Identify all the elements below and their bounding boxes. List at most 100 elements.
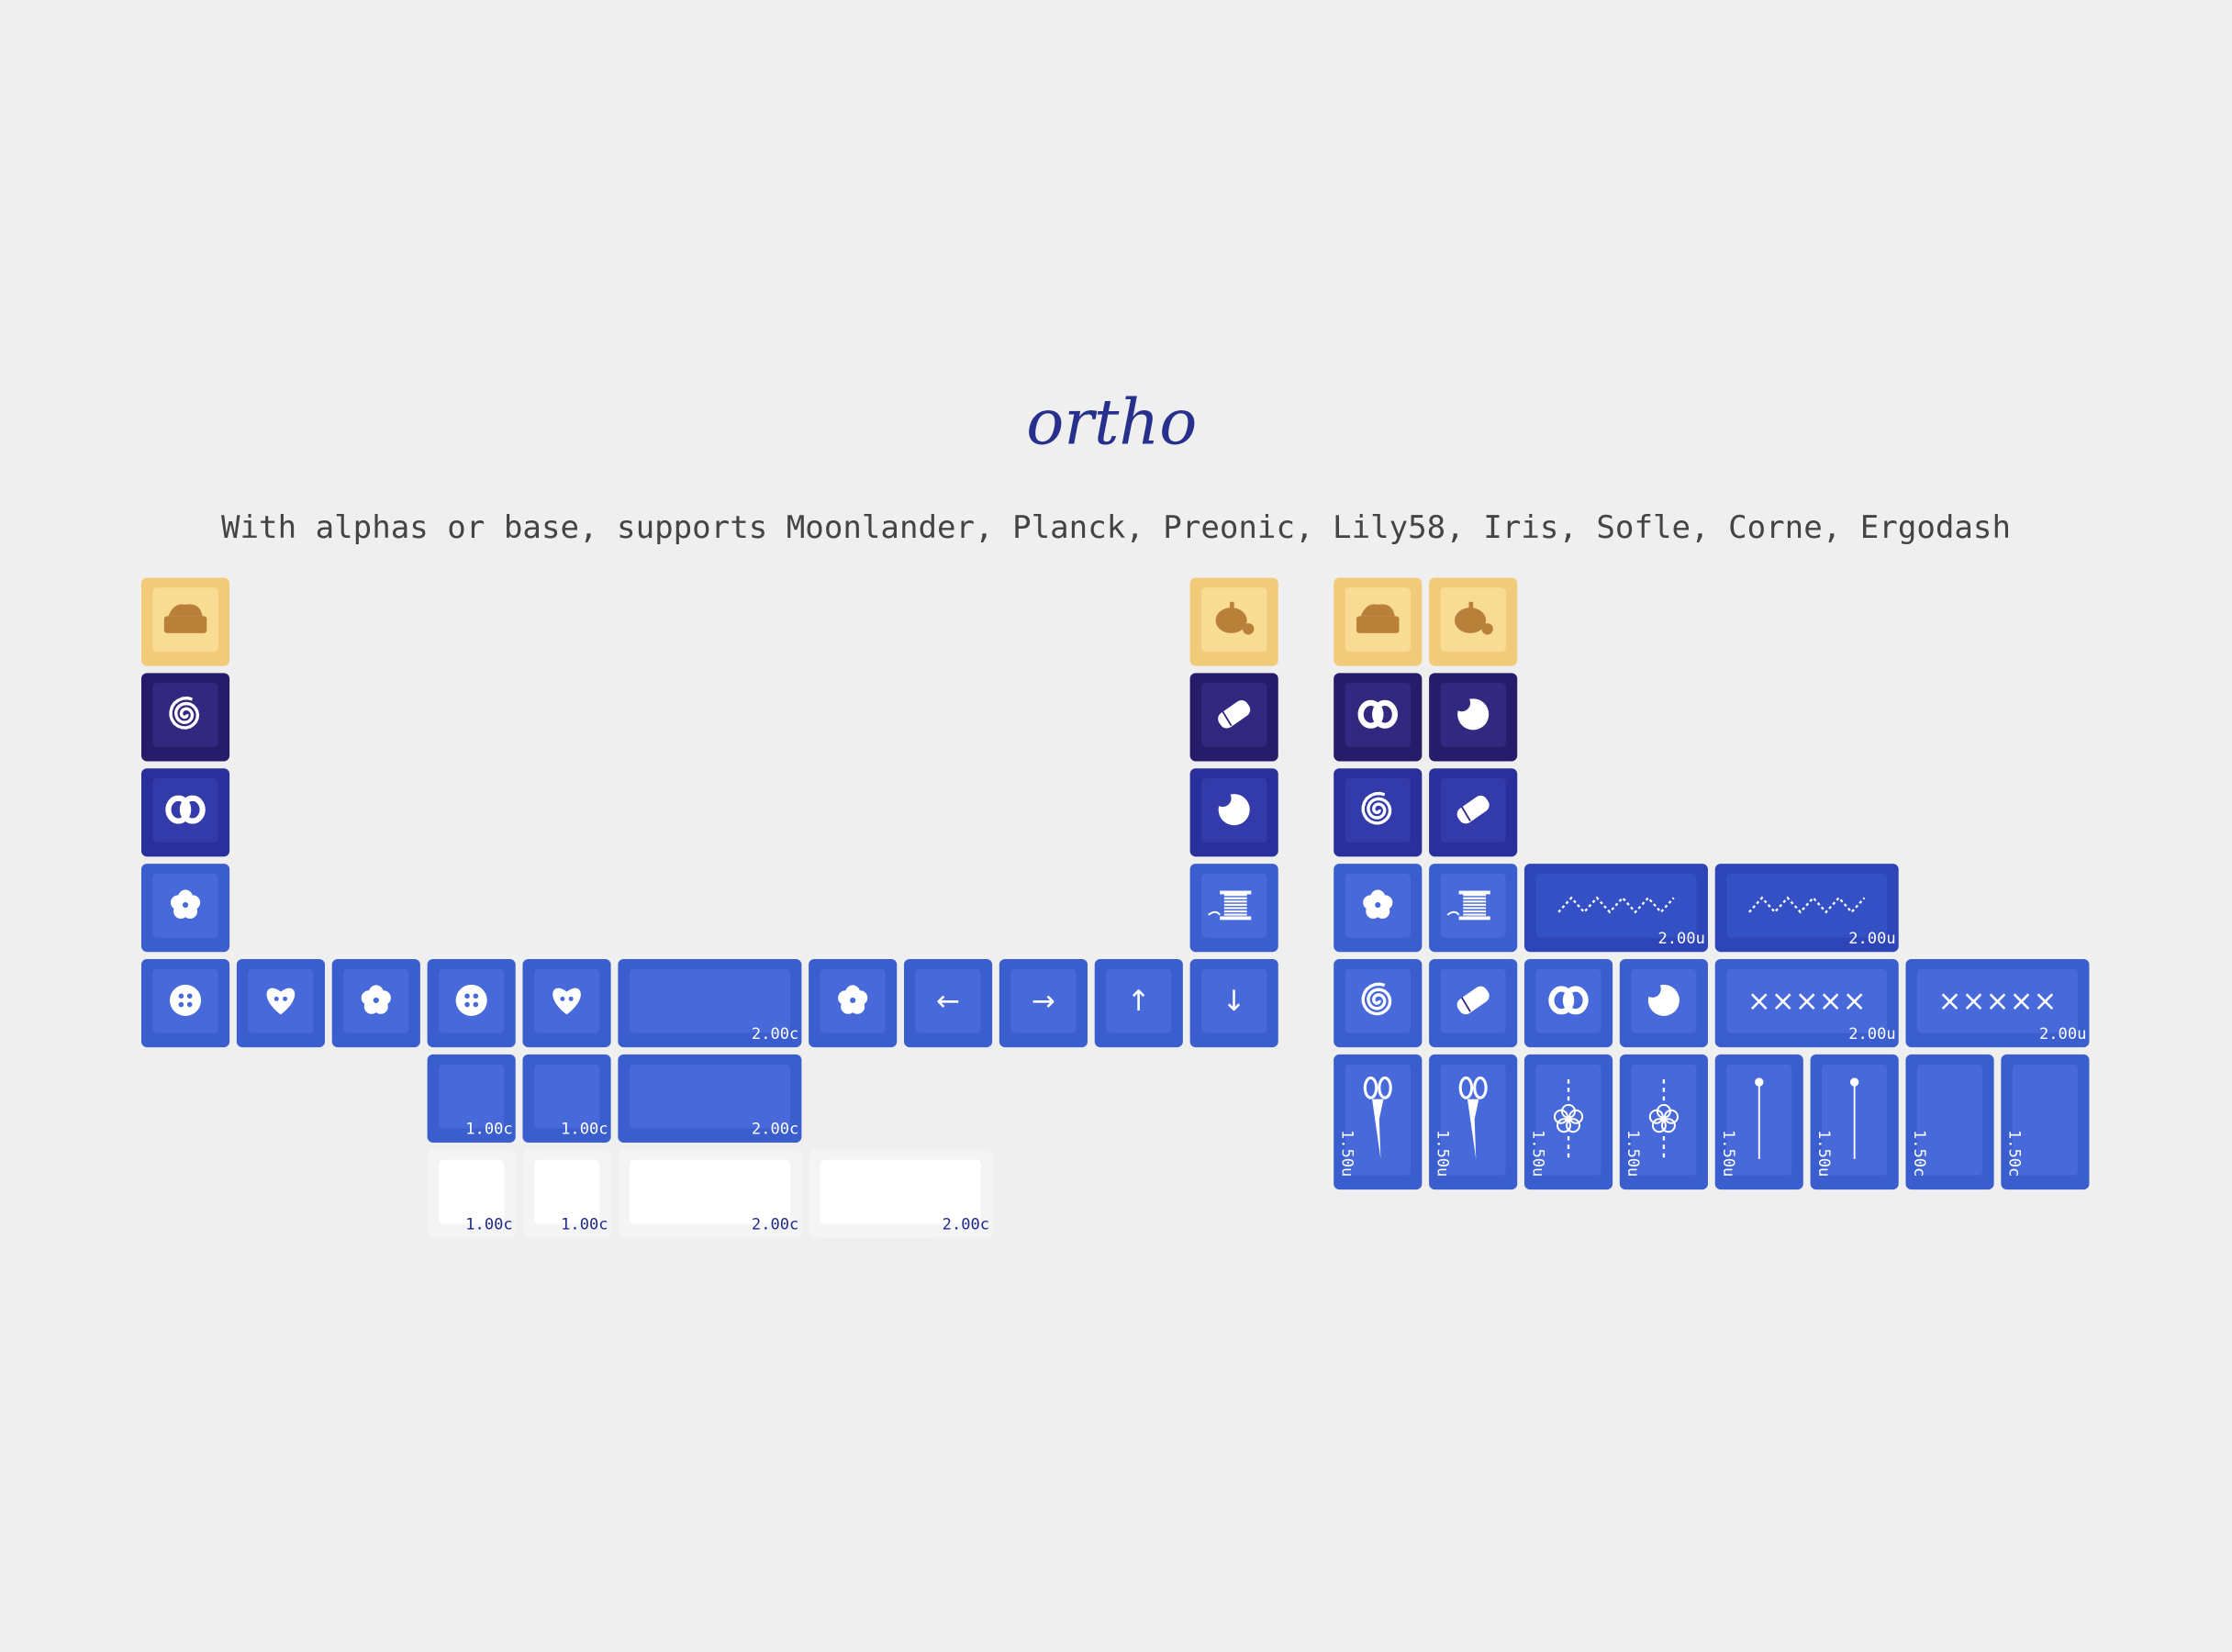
keycap-top [1916,1064,1983,1176]
icon [1361,791,1392,825]
keycap: ↓ [1189,958,1278,1048]
keycap-top [2012,1064,2079,1176]
keycap [1429,958,1518,1048]
keycap: 2.00u [1714,864,1899,953]
keycap: ↑ [1094,958,1183,1048]
size-label: 1.50u [1624,1130,1642,1177]
keycap: ← [903,958,993,1048]
icon [1453,694,1471,712]
key-legend: ↑ [1127,985,1151,1018]
size-label: 1.50u [1338,1130,1356,1177]
key-legend: → [1032,985,1055,1018]
keycap: ××××× 2.00u [1714,958,1899,1048]
icon [1460,806,1471,822]
keycap-top [1726,968,1888,1033]
keycap [1334,577,1423,666]
icon [1361,982,1392,1016]
keycap: 1.50c [2001,1054,2090,1190]
keycap: 1.50c [1905,1054,1994,1190]
keycap [1334,864,1423,953]
keycap [1189,864,1278,953]
keycap: 1.50u [1810,1054,1899,1190]
icon [1213,789,1232,808]
size-label: 1.50u [1814,1130,1833,1177]
icon [1458,916,1490,921]
icon [1375,901,1381,909]
icon [1548,986,1575,1015]
icon [1378,1076,1392,1099]
icon [1755,1077,1764,1087]
icon [1230,601,1234,609]
keycap: 2.00c [618,1054,802,1143]
icon [169,984,202,1016]
icon [568,996,574,1001]
keycap-top [1201,968,1267,1033]
keycap [140,768,230,857]
keycap [1619,958,1708,1048]
icon [1660,1118,1676,1133]
icon [373,997,379,1004]
icon [186,993,193,999]
keycap-top [629,1159,790,1224]
icon [1565,1116,1572,1122]
icon [273,996,279,1001]
icon [1360,604,1395,617]
icon [850,997,856,1004]
keycap-top [1106,968,1172,1033]
icon [1454,608,1487,633]
key-legend: ← [936,985,960,1018]
keycap-top [820,1159,981,1224]
keycap: 2.00c [809,1149,993,1238]
icon [178,993,184,999]
icon [186,1001,193,1008]
icon [1363,1076,1378,1099]
keycap-top [533,1064,600,1129]
size-label: 1.50c [1910,1130,1928,1177]
keycap: 1.00c [522,1054,611,1143]
size-label: 2.00c [752,1216,798,1234]
keycap [1189,673,1278,762]
icon [1562,986,1589,1015]
keycap: 1.00c [522,1149,611,1238]
size-label: 2.00u [2039,1025,2086,1044]
icon [182,901,189,909]
keycap-top [1916,968,2079,1033]
keycap [1189,577,1278,666]
keycap [140,958,230,1048]
icon [1473,1076,1488,1099]
size-label: 2.00c [752,1121,798,1139]
icon [473,1001,479,1008]
keycap [1429,577,1518,666]
size-label: 1.50u [1719,1130,1737,1177]
icon [1467,1099,1479,1159]
icon [1357,699,1384,729]
keycap [1429,673,1518,762]
icon [1215,608,1247,633]
keycap [427,958,516,1048]
size-label: 1.50u [1528,1130,1546,1177]
icon [1208,910,1221,916]
icon [1850,1077,1859,1087]
icon [266,988,296,1015]
size-label: 2.00c [943,1216,989,1234]
size-label: 2.00u [1658,930,1705,948]
size-label: 1.50u [1433,1130,1451,1177]
keycap-top [533,1159,600,1224]
icon [455,984,487,1016]
icon [1748,896,1866,914]
keycap [140,673,230,762]
size-label: 1.00c [465,1121,512,1139]
icon [178,1001,184,1008]
icon [1481,623,1493,635]
keycap-top [439,1159,505,1224]
key-legend: ××××× [1938,985,2058,1018]
icon [1651,1118,1667,1133]
size-label: 2.00c [752,1025,798,1044]
icon [1644,980,1661,998]
keycap-top [439,1064,505,1129]
size-label: 1.50c [2005,1130,2024,1177]
keycap [522,958,611,1048]
icon [163,616,207,633]
keycap-top [629,968,790,1033]
